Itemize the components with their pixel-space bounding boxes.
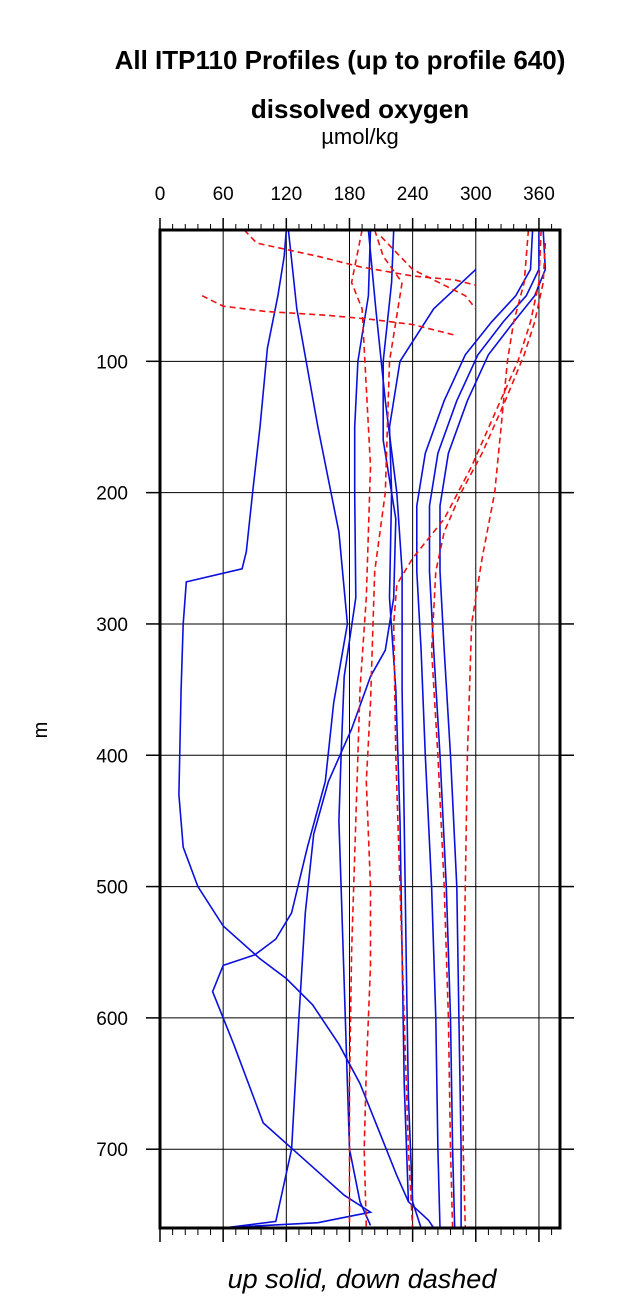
x-axis-unit: µmol/kg: [321, 124, 398, 149]
y-axis-label: m: [30, 722, 52, 739]
y-tick-label: 700: [96, 1140, 128, 1161]
down-profile-line: [348, 229, 372, 1228]
x-tick-label: 360: [523, 184, 555, 205]
grid: [160, 230, 560, 1228]
up-profile-line: [416, 229, 534, 1229]
y-tick-label: 100: [96, 352, 128, 373]
up-profile-line: [367, 229, 422, 1229]
x-tick-label: 240: [397, 184, 429, 205]
x-tick-label: 0: [155, 184, 166, 205]
up-profile-line: [211, 229, 373, 1229]
down-profile-line: [430, 243, 547, 1229]
x-tick-label: 300: [460, 184, 492, 205]
up-profile-line: [428, 230, 540, 1229]
up-profile-line: [223, 229, 397, 1229]
y-tick-label: 600: [96, 1009, 128, 1030]
down-profile-line: [201, 294, 455, 336]
chart-subtitle: dissolved oxygen: [251, 94, 469, 124]
x-tick-label: 120: [270, 184, 302, 205]
tick-labels: 0 60 120 180 240 300 360 100 200 300 400 500 600 700: [96, 184, 555, 1161]
plot-frame: [158, 228, 562, 1230]
y-tick-label: 500: [96, 878, 128, 899]
y-tick-label: 400: [96, 746, 128, 767]
down-profile-line: [392, 229, 542, 1229]
down-profile-line: [462, 229, 530, 1229]
x-tick-label: 180: [334, 184, 366, 205]
down-profile-line: [243, 229, 476, 286]
y-tick-label: 300: [96, 615, 128, 636]
y-tick-label: 200: [96, 484, 128, 505]
up-profile-line: [439, 229, 547, 1228]
chart-title: All ITP110 Profiles (up to profile 640): [115, 45, 566, 75]
chart-caption: up solid, down dashed: [228, 1264, 498, 1294]
axis-ticks: [146, 218, 574, 1242]
x-tick-label: 60: [213, 184, 234, 205]
up-profile-line: [178, 229, 435, 1229]
down-profile-line: [363, 229, 403, 1229]
down-profile-line: [380, 236, 477, 310]
series-layer: [178, 229, 547, 1229]
